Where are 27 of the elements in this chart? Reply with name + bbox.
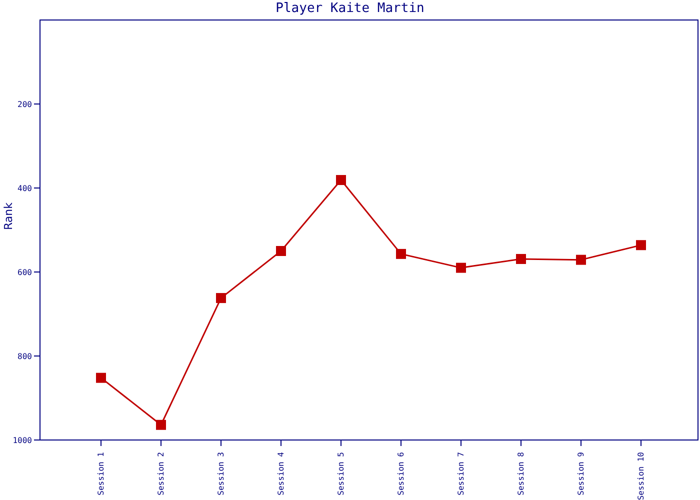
point	[576, 254, 586, 265]
point	[276, 246, 286, 256]
x-tick-label: Session 10	[636, 452, 646, 500]
chart-title: Player Kaite Martin	[274, 0, 426, 18]
y-axis-title: Rank	[2, 202, 15, 230]
point	[156, 420, 166, 430]
y-tick-label: 1000	[12, 436, 32, 445]
point	[516, 254, 526, 264]
point	[396, 248, 406, 259]
y-tick-label: 400	[18, 184, 32, 193]
point	[636, 240, 646, 250]
point	[456, 262, 466, 273]
point	[336, 175, 346, 186]
x-tick-label: Session 6	[396, 452, 406, 496]
x-tick-label: Session 4	[276, 452, 286, 496]
x-tick-label: Session 5	[336, 452, 346, 496]
y-tick-label: 800	[18, 352, 32, 361]
x-tick-label: Session 7	[456, 452, 466, 496]
point	[216, 293, 226, 304]
x-tick-label: Session 9	[576, 452, 586, 496]
x-tick-label: Session 1	[96, 452, 106, 496]
x-tick-label: Session 2	[156, 452, 166, 496]
y-tick-label: 600	[18, 268, 32, 277]
x-tick-label: Session 3	[216, 452, 226, 496]
x-tick-label: Session 8	[516, 452, 526, 496]
point	[96, 372, 106, 383]
y-tick-label: 200	[18, 100, 32, 109]
